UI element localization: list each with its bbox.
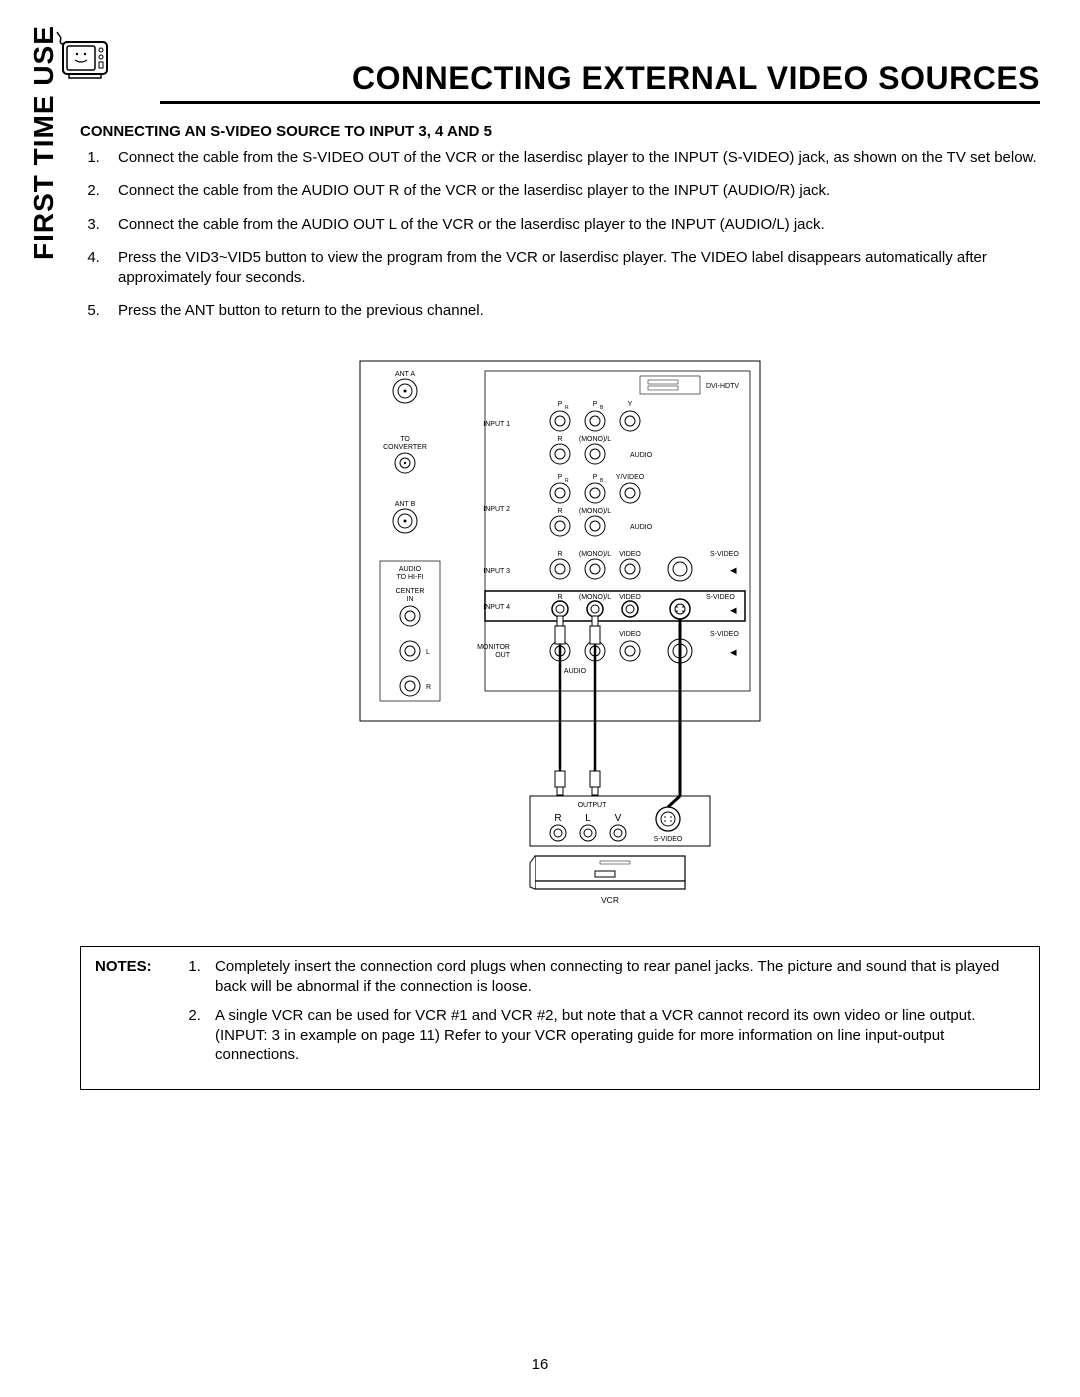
svg-text:◀: ◀ <box>730 647 737 657</box>
svg-text:R: R <box>557 508 562 515</box>
svg-text:S-VIDEO: S-VIDEO <box>710 631 739 638</box>
svg-text:◀: ◀ <box>730 565 737 575</box>
svg-text:OUT: OUT <box>495 652 511 659</box>
svg-text:CONVERTER: CONVERTER <box>383 444 427 451</box>
svg-text:INPUT 3: INPUT 3 <box>483 568 510 575</box>
section-subtitle: CONNECTING AN S-VIDEO SOURCE TO INPUT 3,… <box>80 122 1040 142</box>
svg-text:VCR: VCR <box>601 895 619 905</box>
note-item: Completely insert the connection cord pl… <box>205 957 1025 996</box>
svg-text:Y: Y <box>628 401 633 408</box>
svg-text:IN: IN <box>407 596 414 603</box>
tv-mascot-icon <box>55 30 115 87</box>
step-item: Press the VID3~VID5 button to view the p… <box>104 248 1040 287</box>
step-item: Connect the cable from the S-VIDEO OUT o… <box>104 148 1040 168</box>
svg-text:AUDIO: AUDIO <box>630 452 653 459</box>
svg-text:(MONO)/L: (MONO)/L <box>579 508 611 515</box>
svg-text:AUDIO: AUDIO <box>564 668 587 675</box>
svg-text:P: P <box>558 401 563 408</box>
svg-text:(MONO)/L: (MONO)/L <box>579 594 611 601</box>
svg-text:Y/VIDEO: Y/VIDEO <box>616 474 645 481</box>
svg-text:OUTPUT: OUTPUT <box>578 802 608 809</box>
instruction-steps: Connect the cable from the S-VIDEO OUT o… <box>80 148 1040 321</box>
svg-text:TO: TO <box>400 436 410 443</box>
svg-text:VIDEO: VIDEO <box>619 551 641 558</box>
step-item: Press the ANT button to return to the pr… <box>104 301 1040 321</box>
svg-text:S-VIDEO: S-VIDEO <box>654 836 683 843</box>
notes-label: NOTES: <box>95 957 185 977</box>
step-item: Connect the cable from the AUDIO OUT R o… <box>104 181 1040 201</box>
svg-text:R: R <box>557 436 562 443</box>
svg-text:INPUT 1: INPUT 1 <box>483 421 510 428</box>
connection-diagram: ANT A TO CONVERTER ANT B AUDIO TO HI-FI <box>80 351 1040 917</box>
svg-text:S-VIDEO: S-VIDEO <box>706 594 735 601</box>
svg-text:CENTER: CENTER <box>396 588 425 595</box>
step-item: Connect the cable from the AUDIO OUT L o… <box>104 215 1040 235</box>
svg-text:VIDEO: VIDEO <box>619 631 641 638</box>
page-number: 16 <box>0 1356 1080 1373</box>
page-title: CONNECTING EXTERNAL VIDEO SOURCES <box>160 60 1040 104</box>
svg-text:R: R <box>426 684 431 691</box>
svg-text:R: R <box>557 551 562 558</box>
sidebar-section-label: FIRST TIME USE <box>28 25 60 260</box>
svg-text:ANT B: ANT B <box>395 501 416 508</box>
svg-text:INPUT 4: INPUT 4 <box>483 604 510 611</box>
note-item: A single VCR can be used for VCR #1 and … <box>205 1006 1025 1065</box>
svg-text:P: P <box>593 474 598 481</box>
svg-text:R: R <box>565 405 569 411</box>
svg-text:(MONO)/L: (MONO)/L <box>579 436 611 443</box>
svg-text:TO HI-FI: TO HI-FI <box>396 574 423 581</box>
svg-text:ANT A: ANT A <box>395 371 415 378</box>
svg-text:MONITOR: MONITOR <box>477 644 510 651</box>
svg-text:S-VIDEO: S-VIDEO <box>710 551 739 558</box>
svg-text:L: L <box>426 649 430 656</box>
svg-text:P: P <box>558 474 563 481</box>
svg-text:AUDIO: AUDIO <box>399 566 422 573</box>
svg-text:◀: ◀ <box>730 605 737 615</box>
svg-text:(MONO)/L: (MONO)/L <box>579 551 611 558</box>
svg-text:R: R <box>565 478 569 484</box>
svg-text:P: P <box>593 401 598 408</box>
notes-box: NOTES: Completely insert the connection … <box>80 946 1040 1090</box>
svg-text:INPUT 2: INPUT 2 <box>483 506 510 513</box>
svg-text:DVI-HDTV: DVI-HDTV <box>706 383 739 390</box>
svg-text:V: V <box>615 813 622 824</box>
svg-text:L: L <box>585 813 591 824</box>
svg-text:VIDEO: VIDEO <box>619 594 641 601</box>
svg-text:AUDIO: AUDIO <box>630 524 653 531</box>
svg-text:R: R <box>554 813 561 824</box>
svg-text:R: R <box>557 594 562 601</box>
